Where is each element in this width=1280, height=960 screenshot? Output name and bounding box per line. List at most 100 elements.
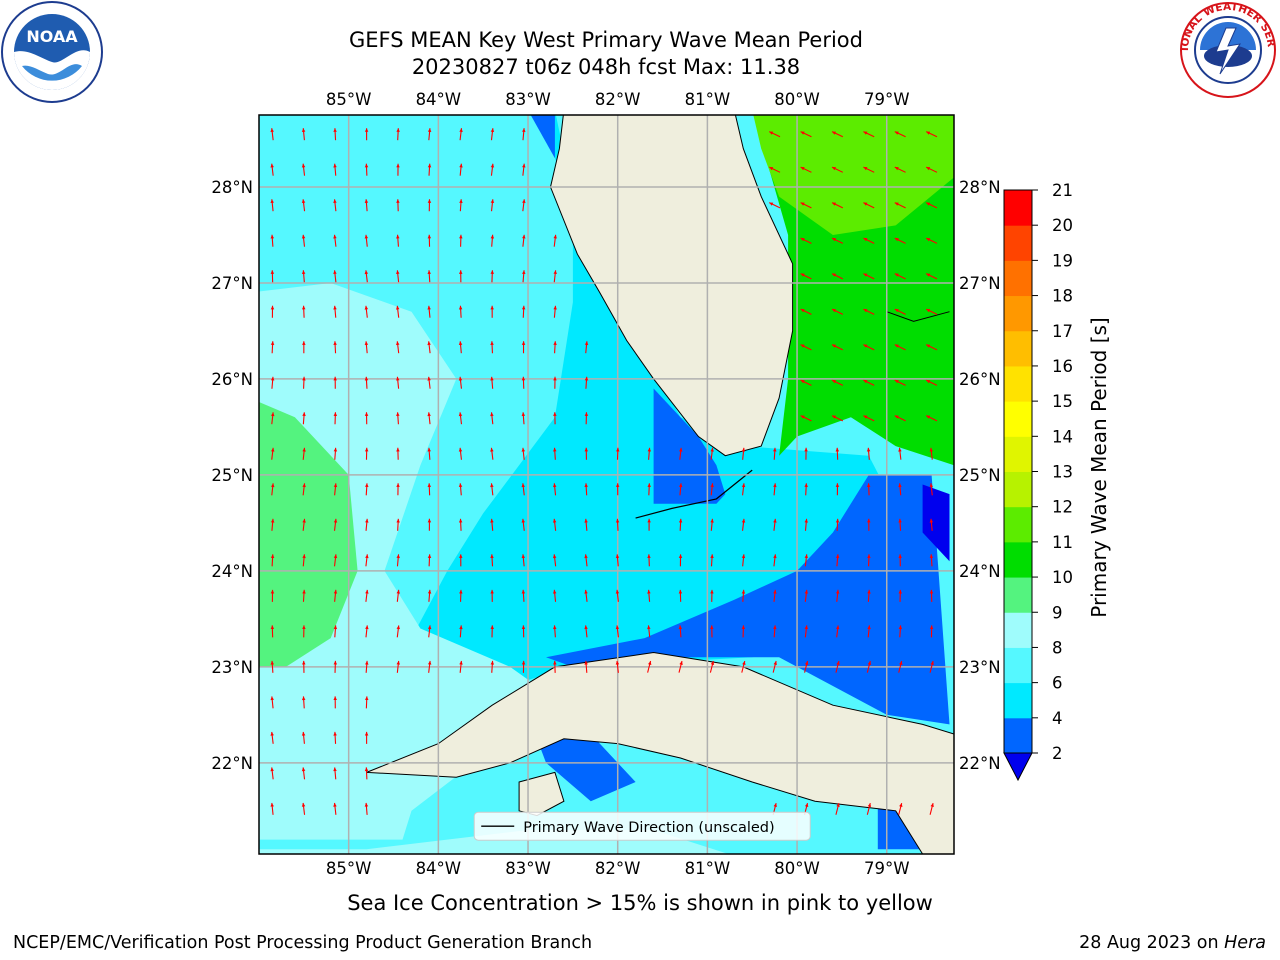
wave-arrow-head	[866, 483, 871, 487]
wave-arrow-head	[647, 518, 651, 523]
colorbar-label: 11	[1052, 533, 1073, 552]
wave-arrow-head	[333, 447, 338, 452]
wave-arrow-head	[459, 163, 463, 168]
wave-arrow-head	[678, 589, 683, 594]
wave-arrow-head	[832, 167, 837, 171]
wave-arrow-head	[396, 163, 400, 168]
wave-arrow-head	[647, 589, 651, 594]
wave-arrow-head	[804, 554, 809, 559]
wave-arrow-head	[926, 131, 931, 135]
wave-arrow-head	[804, 483, 808, 488]
wave-arrow-head	[333, 412, 338, 416]
wave-arrow-head	[769, 202, 774, 206]
wave-arrow-head	[584, 589, 588, 594]
wave-arrow-head	[800, 309, 805, 313]
wave-arrow-head	[553, 341, 557, 345]
wave-arrow-head	[427, 447, 431, 452]
wave-arrow-head	[302, 447, 306, 452]
wave-arrow-head	[427, 412, 431, 417]
lat-tick-left: 26°N	[211, 370, 253, 389]
wave-arrow-head	[836, 803, 840, 807]
wave-arrow-head	[835, 625, 840, 630]
wave-arrow-head	[301, 802, 306, 807]
wave-arrow-head	[929, 625, 934, 629]
wave-arrow-head	[800, 380, 805, 384]
wave-arrow-head	[333, 589, 338, 594]
wave-arrow-head	[832, 131, 837, 135]
colorbar-segment	[1004, 717, 1032, 754]
wave-arrow-head	[396, 483, 400, 487]
wave-arrow-head	[364, 802, 369, 807]
lon-tick-bottom: 84°W	[416, 859, 462, 878]
wave-arrow-head	[333, 270, 337, 275]
wave-arrow-head	[926, 380, 931, 384]
colorbar-segment	[1004, 225, 1032, 261]
colorbar-segment	[1004, 365, 1032, 402]
colorbar-segment	[1004, 295, 1032, 332]
wave-arrow-head	[521, 660, 526, 665]
wave-arrow-head	[427, 128, 432, 132]
wave-arrow-head	[396, 518, 400, 523]
wave-arrow-head	[396, 589, 400, 594]
wave-arrow-head	[333, 341, 337, 345]
colorbar-label: 14	[1052, 427, 1073, 446]
wave-arrow-head	[678, 518, 683, 523]
lat-tick-right: 28°N	[959, 178, 1001, 197]
wave-arrow-head	[615, 554, 620, 559]
wave-arrow-head	[615, 589, 620, 594]
wave-arrow-head	[584, 554, 588, 559]
colorbar-segment	[1004, 647, 1032, 684]
wave-arrow-head	[926, 309, 931, 313]
wave-arrow-head	[898, 625, 903, 630]
colorbar-label: 21	[1052, 181, 1073, 200]
colorbar-segment	[1004, 612, 1032, 648]
wave-arrow-head	[395, 341, 400, 346]
wave-arrow-head	[647, 447, 652, 452]
wave-arrow-head	[773, 661, 777, 665]
wave-arrow-head	[364, 270, 369, 275]
colorbar-label: 19	[1052, 251, 1073, 270]
wave-arrow-head	[301, 696, 306, 701]
wave-arrow-head	[302, 589, 306, 594]
wave-arrow-head	[835, 554, 840, 559]
lat-tick-right: 24°N	[959, 562, 1001, 581]
wave-arrow-head	[270, 341, 275, 345]
wave-arrow-head	[270, 625, 275, 629]
wave-arrow-head	[364, 767, 369, 772]
wave-direction-arrows	[270, 128, 938, 815]
wave-arrow-head	[894, 309, 899, 313]
wave-arrow-head	[863, 273, 868, 277]
wave-arrow-head	[929, 447, 934, 452]
wave-arrow-head	[929, 483, 934, 488]
colorbar-segment	[1004, 190, 1032, 226]
wave-arrow-head	[863, 167, 868, 171]
wave-arrow-head	[427, 163, 432, 168]
wave-arrow-head	[894, 273, 899, 277]
wave-arrow-head	[333, 802, 337, 807]
wave-arrow-head	[899, 803, 903, 807]
wave-arrow-head	[800, 131, 805, 135]
colorbar-label: 12	[1052, 498, 1073, 517]
wave-arrow-head	[490, 270, 494, 274]
wave-arrow-head	[710, 554, 714, 559]
wave-arrow-head	[584, 518, 588, 523]
wave-arrow-head	[271, 447, 275, 452]
wave-arrow-head	[898, 554, 902, 558]
wave-arrow-head	[773, 803, 777, 807]
wave-arrow-head	[898, 447, 902, 452]
wave-arrow-head	[552, 483, 557, 488]
wave-arrow-head	[832, 202, 837, 206]
wave-arrow-head	[926, 202, 931, 206]
lon-tick-top: 79°W	[864, 90, 910, 109]
wave-arrow-head	[364, 731, 369, 736]
wave-arrow-head	[894, 131, 899, 135]
wave-arrow-head	[333, 483, 338, 488]
wave-arrow-head	[832, 344, 837, 348]
wave-arrow-head	[863, 238, 868, 242]
wave-arrow-head	[364, 412, 369, 416]
wave-arrow-head	[894, 202, 899, 206]
wave-arrow-head	[832, 380, 837, 384]
lat-tick-right: 22°N	[959, 754, 1001, 773]
wave-arrow-head	[894, 238, 899, 242]
